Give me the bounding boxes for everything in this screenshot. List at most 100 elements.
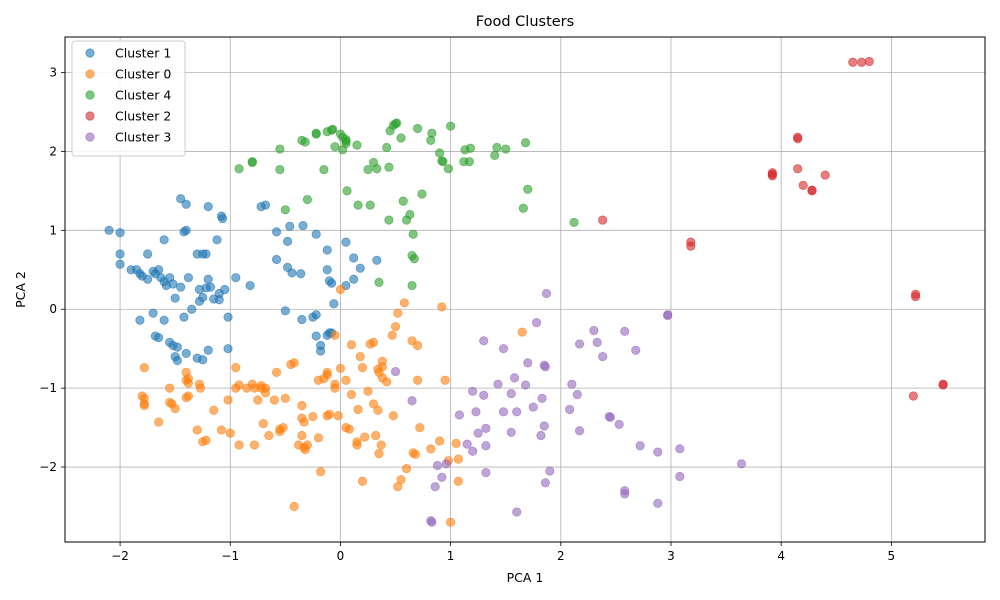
data-point bbox=[299, 417, 309, 427]
data-point bbox=[545, 466, 555, 476]
data-point bbox=[297, 314, 307, 325]
data-point bbox=[322, 245, 332, 255]
data-point bbox=[454, 410, 465, 420]
data-point bbox=[938, 380, 948, 390]
legend: Cluster 1 Cluster 0 Cluster 4 Cluster 2 Clus… bbox=[71, 40, 186, 157]
data-point bbox=[346, 340, 357, 350]
data-point bbox=[195, 383, 206, 393]
data-point bbox=[407, 280, 417, 291]
data-point bbox=[793, 134, 803, 144]
data-point bbox=[432, 460, 443, 471]
x-axis-label: PCA 1 bbox=[507, 570, 544, 585]
data-point bbox=[183, 391, 194, 401]
data-point bbox=[371, 430, 381, 441]
data-point bbox=[296, 269, 306, 279]
data-point bbox=[374, 449, 384, 459]
data-point bbox=[308, 312, 318, 322]
legend-label: Cluster 4 bbox=[115, 88, 171, 103]
data-point bbox=[541, 288, 552, 299]
data-point bbox=[181, 199, 191, 209]
axis-ticks: −2 −1 0 1 2 3 4 5 −2 −1 0 1 2 3 bbox=[39, 66, 895, 563]
data-point bbox=[368, 399, 379, 409]
data-point bbox=[509, 373, 520, 383]
data-point bbox=[396, 475, 406, 485]
data-point bbox=[352, 440, 362, 450]
data-point bbox=[302, 194, 312, 205]
data-point bbox=[297, 400, 307, 411]
data-point bbox=[427, 128, 437, 138]
data-point bbox=[172, 355, 182, 366]
data-point bbox=[308, 411, 318, 422]
data-point bbox=[115, 259, 125, 269]
data-point bbox=[407, 396, 417, 406]
legend-marker bbox=[85, 69, 95, 79]
data-point bbox=[271, 227, 282, 237]
data-point bbox=[528, 402, 538, 412]
y-tick-label: 3 bbox=[49, 66, 57, 80]
data-point bbox=[327, 278, 337, 288]
data-point bbox=[311, 128, 321, 138]
data-point bbox=[148, 308, 158, 318]
data-point bbox=[329, 299, 339, 309]
data-point bbox=[135, 315, 145, 325]
data-point bbox=[271, 254, 282, 265]
data-point bbox=[409, 254, 419, 264]
data-point bbox=[297, 430, 307, 441]
data-point bbox=[302, 440, 312, 450]
data-point bbox=[368, 337, 379, 347]
data-point bbox=[635, 441, 645, 451]
data-point bbox=[264, 430, 274, 441]
data-point bbox=[565, 404, 575, 415]
data-point bbox=[589, 325, 599, 336]
legend-marker bbox=[85, 48, 95, 58]
data-point bbox=[412, 123, 423, 134]
data-point bbox=[653, 447, 663, 457]
data-point bbox=[498, 407, 509, 417]
data-point bbox=[910, 292, 921, 302]
series-cluster-4 bbox=[234, 118, 579, 291]
data-point bbox=[223, 312, 233, 322]
data-point bbox=[465, 143, 476, 153]
data-point bbox=[352, 140, 362, 150]
data-point bbox=[198, 355, 208, 365]
data-point bbox=[451, 438, 461, 448]
legend-box bbox=[71, 40, 186, 157]
data-point bbox=[353, 200, 363, 210]
data-point bbox=[481, 467, 491, 478]
data-point bbox=[104, 225, 114, 235]
data-point bbox=[322, 370, 332, 380]
data-point bbox=[453, 476, 463, 486]
data-point bbox=[426, 444, 436, 454]
data-point bbox=[311, 331, 321, 341]
data-point bbox=[341, 375, 351, 385]
data-point bbox=[506, 389, 516, 399]
data-point bbox=[506, 427, 516, 437]
data-point bbox=[512, 507, 522, 517]
data-point bbox=[390, 366, 401, 377]
legend-marker bbox=[85, 90, 95, 100]
data-point bbox=[663, 310, 673, 320]
data-point bbox=[316, 467, 326, 477]
data-point bbox=[316, 346, 326, 356]
data-point bbox=[115, 228, 125, 238]
data-point bbox=[468, 446, 478, 456]
data-point bbox=[490, 150, 500, 160]
data-point bbox=[212, 235, 222, 245]
data-point bbox=[376, 440, 386, 450]
data-point bbox=[335, 284, 346, 295]
data-point bbox=[231, 273, 241, 283]
data-point bbox=[280, 306, 290, 316]
data-point bbox=[410, 449, 420, 460]
data-point bbox=[176, 282, 186, 292]
data-point bbox=[481, 441, 491, 451]
data-point bbox=[427, 517, 437, 527]
data-point bbox=[225, 428, 235, 438]
legend-label: Cluster 1 bbox=[115, 46, 171, 61]
data-point bbox=[223, 395, 233, 405]
data-point bbox=[159, 235, 169, 245]
data-point bbox=[139, 363, 149, 373]
data-point bbox=[143, 249, 153, 259]
data-point bbox=[344, 424, 354, 434]
data-point bbox=[357, 363, 368, 373]
data-point bbox=[437, 472, 447, 482]
